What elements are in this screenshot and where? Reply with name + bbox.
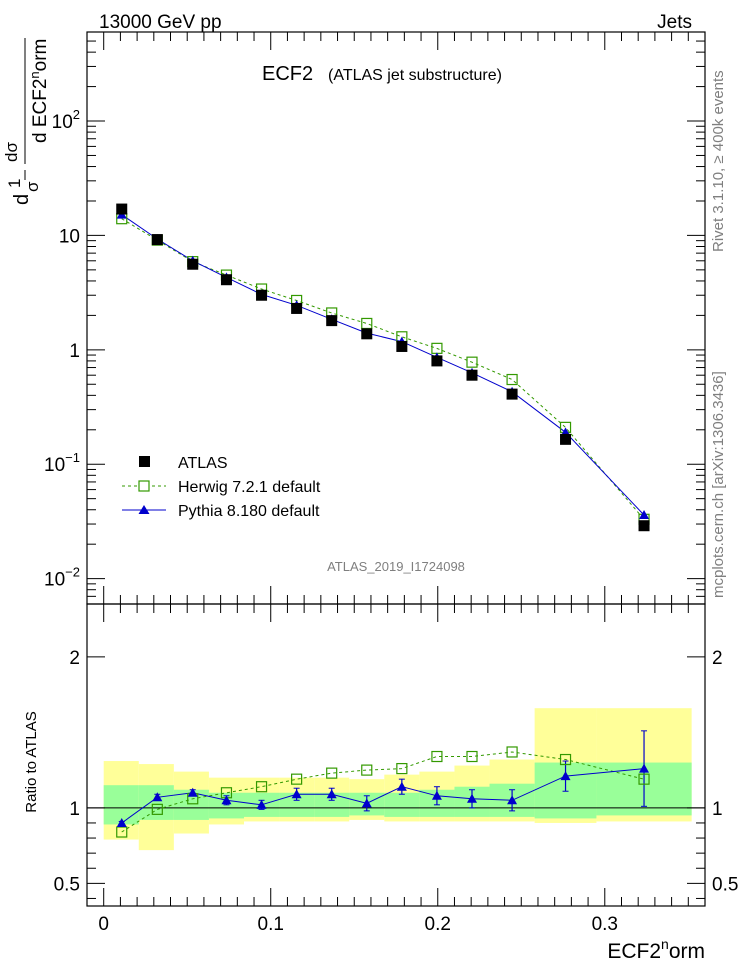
herwig-point [638, 773, 650, 785]
pythia-point [291, 789, 302, 799]
ylabel-num: dσ [2, 142, 21, 162]
main-y-tick-label: 1 [69, 341, 80, 362]
main-panel: 10−2 10−1 1 10 102 ECF2 (ATLAS jet substruct… [44, 31, 706, 605]
x-tick-label: 0.3 [592, 914, 618, 935]
x-tick-label: 0 [98, 914, 109, 935]
ratio-y-tick-label: 1 [69, 799, 80, 820]
main-y-tick-label: 10 [59, 226, 80, 247]
main-series-layer [116, 203, 650, 532]
x-tick-label: 0.1 [258, 914, 284, 935]
pythia-point [326, 789, 337, 799]
atlas-data-point [361, 328, 373, 340]
main-y-tick-label: 10−1 [44, 450, 80, 476]
atlas-data-point [506, 388, 518, 400]
herwig-point [361, 317, 373, 330]
x-axis-label: ECF2norm [607, 936, 705, 963]
ratio-ylabel: Ratio to ATLAS [23, 711, 40, 812]
main-y-ticks: 10−2 10−1 1 10 102 [44, 31, 705, 605]
herwig-point [506, 373, 518, 386]
legend-label-pythia: Pythia 8.180 default [178, 503, 320, 520]
main-ylabel: d 1 σ dσ d ECF2norm [2, 38, 51, 205]
inner-uncertainty-band [103, 785, 139, 825]
atlas-data-point [116, 203, 128, 215]
pythia-point [639, 509, 650, 519]
herwig-point [116, 826, 128, 838]
legend-marker-pythia [138, 505, 150, 514]
ratio-y-tick-label: 2 [69, 648, 80, 669]
atlas-data-point [638, 520, 650, 532]
atlas-data-point [220, 274, 232, 286]
atlas-data-point [256, 289, 268, 301]
herwig-point [466, 750, 478, 763]
rivet-label: Rivet 3.1.10, ≥ 400k events [710, 70, 727, 252]
ylabel-one: 1 [5, 179, 24, 188]
herwig-point [559, 753, 572, 766]
legend-label-herwig: Herwig 7.2.1 default [178, 479, 321, 496]
herwig-point [431, 750, 443, 763]
ratio-y-tick-label-right: 2 [712, 648, 723, 669]
legend: ATLAS Herwig 7.2.1 default Pythia 8.180 … [122, 455, 321, 520]
herwig-point [151, 803, 163, 815]
herwig-point [396, 762, 408, 775]
pythia-point [187, 787, 198, 797]
atlas-data-point [291, 302, 303, 314]
herwig-point [361, 764, 373, 776]
ratio-series-line [121, 768, 645, 824]
atlas-data-point [151, 234, 163, 246]
pythia-point [152, 792, 163, 802]
legend-label-atlas: ATLAS [178, 455, 228, 472]
main-y-tick-label: 10−2 [44, 565, 80, 591]
pythia-point [466, 793, 477, 803]
main-x-ticks [103, 32, 706, 604]
ylabel-den: d ECF2norm [27, 39, 51, 143]
atlas-data-point [396, 340, 408, 352]
atlas-data-point [560, 433, 572, 445]
herwig-point [291, 773, 303, 785]
mcplots-label: mcplots.cern.ch [arXiv:1306.3436] [710, 371, 727, 598]
header-left: 13000 GeV pp [99, 12, 222, 33]
pythia-point [221, 795, 232, 805]
ratio-x-ticks: 0 0.1 0.2 0.3 [98, 604, 706, 935]
inner-uncertainty-band [384, 792, 420, 817]
herwig-point [466, 356, 478, 368]
ratio-y-ticks: 0.5 0.5 1 1 2 2 [54, 648, 738, 899]
plot-subtitle: (ATLAS jet substructure) [328, 67, 502, 84]
pythia-point [507, 795, 518, 805]
legend-marker-herwig [138, 480, 150, 492]
ratio-y-tick-label-right: 1 [712, 799, 723, 820]
main-series-line [121, 218, 645, 520]
pythia-point [116, 817, 127, 827]
herwig-point [506, 746, 518, 758]
ratio-bands-layer [103, 708, 692, 851]
herwig-point [326, 767, 338, 779]
main-y-tick-label: 102 [52, 107, 80, 133]
ylabel-sigma: σ [23, 181, 42, 192]
pythia-point [431, 790, 442, 800]
x-tick-label: 0.2 [425, 914, 451, 935]
main-series-line [121, 214, 645, 516]
ratio-y-tick-label: 0.5 [54, 874, 80, 895]
pythia-point [256, 799, 267, 809]
ratio-series-layer [116, 730, 650, 838]
ylabel-d: d [11, 194, 33, 205]
ratio-frame [86, 603, 706, 907]
watermark: ATLAS_2019_I1724098 [327, 559, 465, 574]
ratio-series-line [121, 751, 645, 833]
atlas-data-point [466, 369, 478, 381]
plot-title: ECF2 [262, 63, 313, 85]
pythia-point [639, 763, 650, 773]
atlas-data-point [326, 315, 338, 327]
pythia-point [361, 798, 372, 808]
legend-marker-atlas [139, 456, 150, 467]
ratio-y-tick-label-right: 0.5 [712, 874, 738, 895]
pythia-point [560, 771, 571, 781]
atlas-data-point [187, 258, 199, 270]
ratio-panel: 0.5 0.5 1 1 2 2 0 0.1 0.2 0.3 Ratio to ATLAS [23, 603, 738, 935]
pythia-point [396, 781, 407, 791]
header-right: Jets [657, 12, 692, 33]
atlas-data-point [431, 355, 443, 367]
herwig-point [255, 781, 268, 793]
